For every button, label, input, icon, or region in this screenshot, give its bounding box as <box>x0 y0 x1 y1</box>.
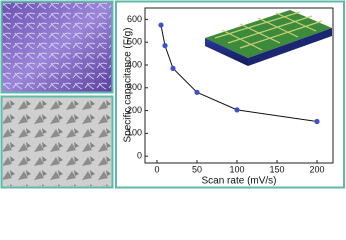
x-tick-label: 150 <box>269 164 284 174</box>
data-point <box>194 89 200 95</box>
y-tick-label: 500 <box>127 37 142 47</box>
x-tick-label: 0 <box>154 164 159 174</box>
data-point <box>162 43 168 49</box>
y-tick-label: 300 <box>127 82 142 92</box>
y-tick-label: 200 <box>127 105 142 115</box>
y-tick-label: 600 <box>127 14 142 24</box>
x-tick-label: 200 <box>309 164 324 174</box>
x-axis-label: Scan rate (mV/s) <box>201 176 276 187</box>
y-axis-label: Specific capacitance (F/g) <box>123 27 134 142</box>
data-point <box>234 107 240 113</box>
figure: Specific capacitance (F/g) Scan rate (mV… <box>0 0 345 189</box>
x-tick-label: 50 <box>192 164 202 174</box>
plot-frame <box>144 7 334 164</box>
data-point <box>158 22 164 28</box>
data-point <box>170 65 176 72</box>
y-tick-label: 100 <box>127 128 142 138</box>
series-line <box>160 24 318 123</box>
sem-texture <box>3 3 111 91</box>
y-tick-label: 400 <box>127 59 142 69</box>
tem-texture <box>3 98 111 186</box>
inset-schematic <box>205 10 332 66</box>
data-point <box>314 118 320 125</box>
y-tick-label: 0 <box>137 151 142 161</box>
x-tick-label: 100 <box>229 164 244 174</box>
